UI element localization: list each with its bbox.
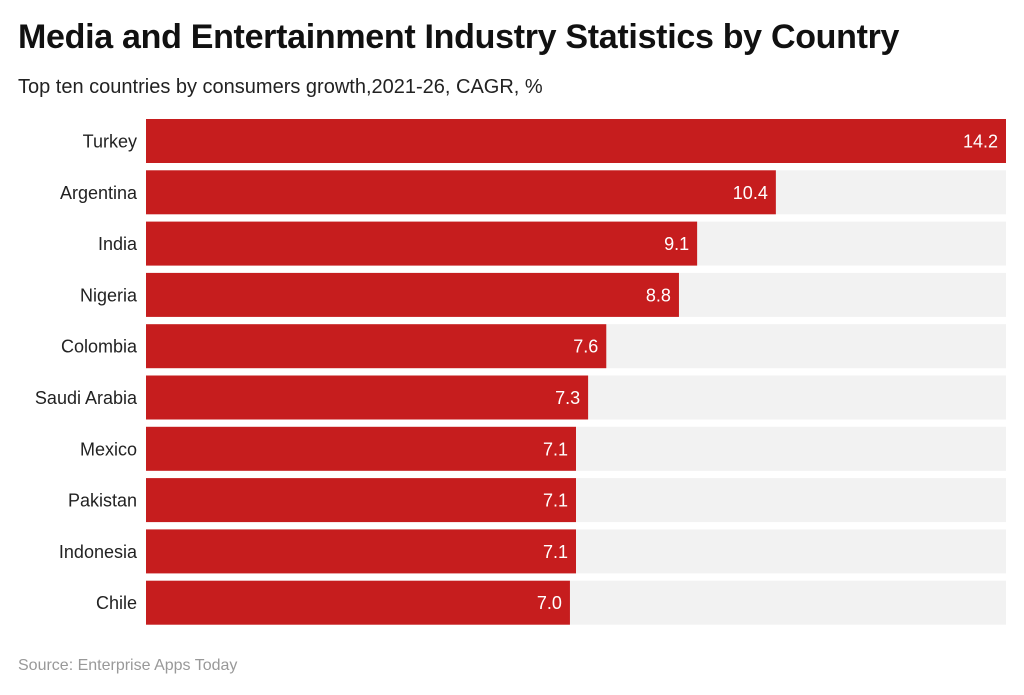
chart-title: Media and Entertainment Industry Statist… bbox=[18, 18, 900, 56]
data-label: 7.1 bbox=[543, 491, 568, 511]
bar bbox=[146, 375, 589, 420]
category-label: Nigeria bbox=[80, 285, 138, 305]
bar bbox=[146, 119, 1006, 163]
data-label: 8.8 bbox=[646, 285, 671, 305]
data-label: 7.1 bbox=[543, 542, 568, 562]
bar bbox=[146, 324, 607, 369]
data-label: 7.1 bbox=[543, 439, 568, 459]
source-note: Source: Enterprise Apps Today bbox=[18, 657, 238, 674]
category-label: Saudi Arabia bbox=[35, 388, 138, 408]
bar bbox=[146, 580, 570, 625]
category-label: Mexico bbox=[80, 439, 137, 459]
bar bbox=[146, 272, 679, 317]
data-label: 10.4 bbox=[733, 183, 768, 203]
bar bbox=[146, 426, 576, 471]
category-label: Indonesia bbox=[59, 542, 138, 562]
category-label: Colombia bbox=[61, 337, 138, 357]
chart-subtitle: Top ten countries by consumers growth,20… bbox=[18, 76, 543, 98]
bar bbox=[146, 170, 776, 215]
bar bbox=[146, 529, 576, 574]
data-label: 7.0 bbox=[537, 593, 562, 613]
category-label: India bbox=[98, 234, 138, 254]
bar bbox=[146, 221, 698, 266]
category-label: Pakistan bbox=[68, 491, 137, 511]
data-label: 7.6 bbox=[573, 337, 598, 357]
category-label: Chile bbox=[96, 593, 137, 613]
category-label: Turkey bbox=[83, 132, 137, 152]
data-label: 9.1 bbox=[664, 234, 689, 254]
data-label: 14.2 bbox=[963, 132, 998, 152]
category-label: Argentina bbox=[60, 183, 138, 203]
bar bbox=[146, 478, 576, 523]
data-label: 7.3 bbox=[555, 388, 580, 408]
